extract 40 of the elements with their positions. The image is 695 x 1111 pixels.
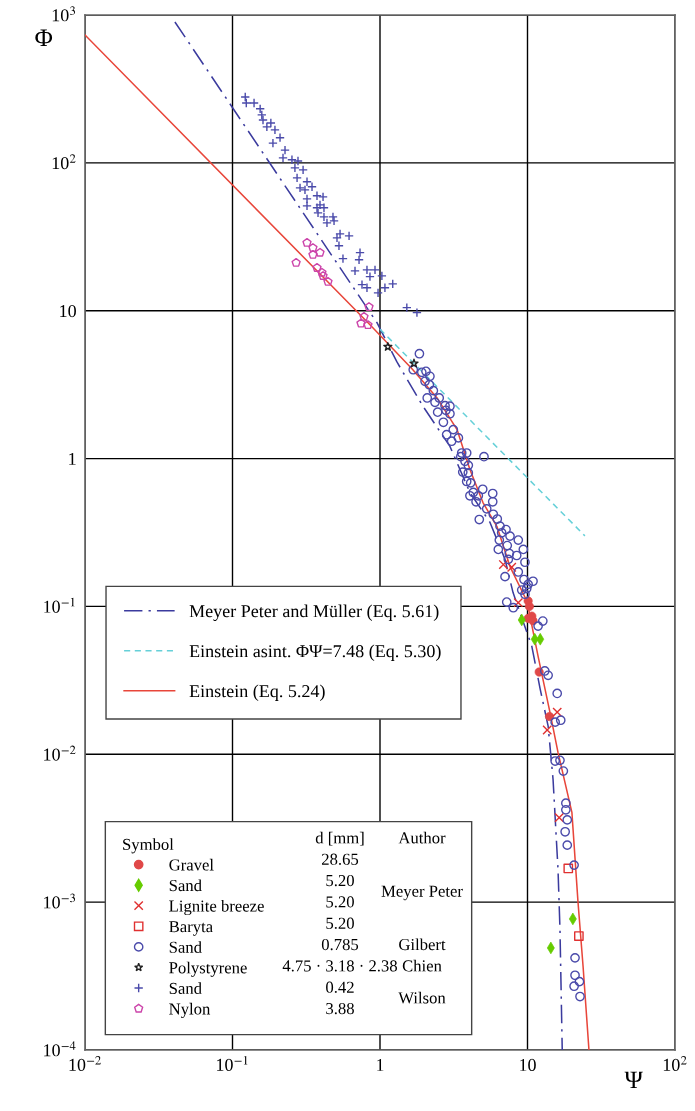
annotation: 4.75 · 3.18 · 2.38: [282, 960, 397, 972]
x-tick-label: 10$^{2}$: [663, 1055, 687, 1071]
x-axis-title: Ψ: [624, 1071, 643, 1089]
y-tick-label: 1: [69, 452, 76, 465]
annotation: 5.20: [326, 874, 354, 887]
x-tick-label: 10$^{−1}$: [217, 1055, 248, 1071]
legend-label: Polystyrene: [169, 961, 247, 977]
legend-label: Sand: [169, 879, 202, 892]
x-tick-label: 1: [377, 1058, 384, 1071]
y-tick-label: 10$^{−3}$: [44, 893, 75, 909]
y-tick-label: 10$^{−2}$: [44, 745, 76, 761]
annotation: Gilbert: [399, 938, 446, 951]
legend-title: Symbol: [123, 838, 174, 854]
legend-label: Meyer Peter and Müller (Eq. 5.61): [189, 604, 439, 621]
annotation: 0.42: [326, 981, 354, 993]
annotation: 5.20: [326, 896, 354, 908]
legend-label: Lignite breeze: [169, 899, 264, 916]
y-tick-label: 10$^{2}$: [52, 154, 76, 170]
y-axis-title: Φ: [35, 29, 53, 46]
legend-label: Sand: [169, 941, 202, 953]
legend-label: Nylon: [169, 1002, 211, 1018]
annotation: 5.20: [326, 917, 354, 929]
annotation: Wilson: [398, 991, 446, 1004]
annotation: 0.785: [321, 938, 359, 951]
legend-label: Sand: [169, 982, 202, 995]
y-tick-label: 10$^{−4}$: [44, 1041, 76, 1057]
y-tick-label: 10$^{3}$: [52, 6, 75, 22]
y-tick-label: 10: [60, 304, 76, 318]
legend-label: Baryta: [169, 921, 213, 936]
legend-label: Einstein asint. ΦΨ=7.48 (Eq. 5.30): [189, 644, 441, 661]
annotation: Author: [398, 831, 446, 844]
annotation: Meyer Peter: [381, 885, 463, 901]
annotation: d [mm]: [315, 831, 364, 846]
legend-label: Gravel: [169, 858, 214, 871]
annotation: 3.88: [326, 1002, 354, 1015]
annotation: 28.65: [321, 853, 359, 865]
annotation: Chien: [402, 959, 442, 972]
y-tick-label: 10$^{−1}$: [44, 597, 75, 613]
x-tick-label: 10: [520, 1058, 536, 1072]
legend-label: Einstein (Eq. 5.24): [189, 684, 325, 701]
